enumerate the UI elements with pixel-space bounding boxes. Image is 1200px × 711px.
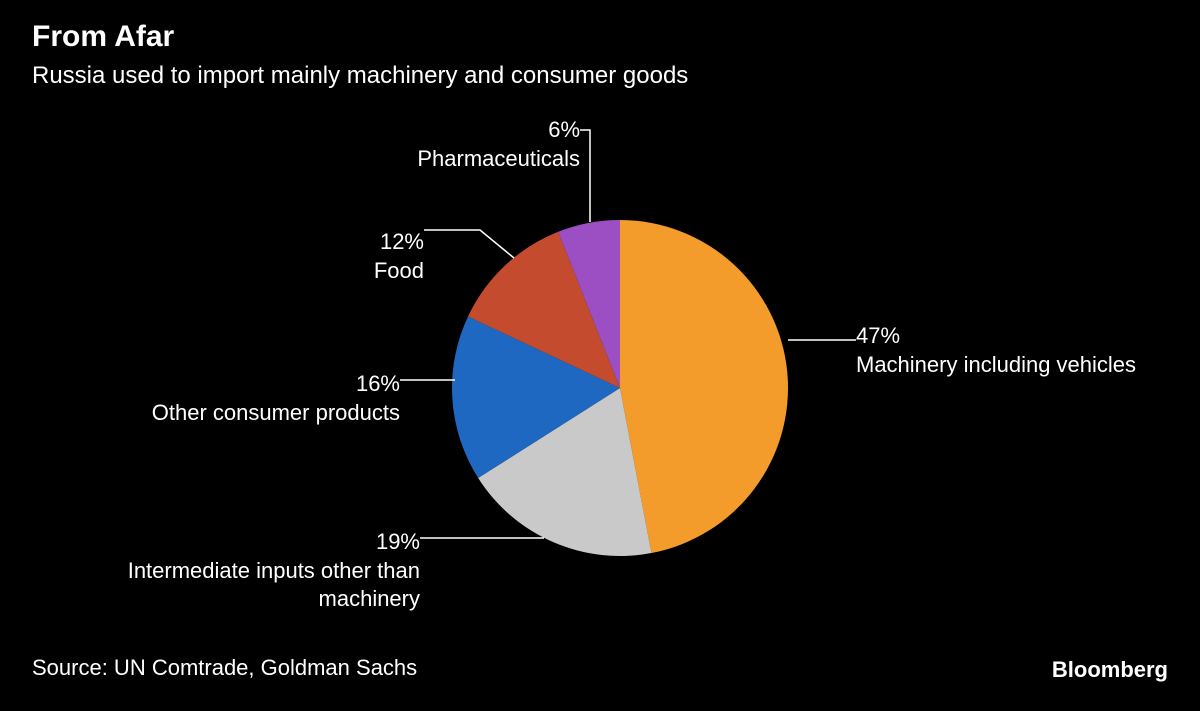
slice-name: Other consumer products <box>152 399 400 428</box>
leader-line <box>424 230 514 258</box>
slice-percent: 19% <box>60 528 420 557</box>
slice-label: 12%Food <box>374 228 424 285</box>
slice-percent: 6% <box>417 116 580 145</box>
slice-label: 16%Other consumer products <box>152 370 400 427</box>
slice-name: Food <box>374 257 424 286</box>
slice-label: 47%Machinery including vehicles <box>856 322 1136 379</box>
slice-percent: 16% <box>152 370 400 399</box>
brand-logo: Bloomberg <box>1052 657 1168 683</box>
slice-label: 6%Pharmaceuticals <box>417 116 580 173</box>
leader-line <box>580 130 590 222</box>
pie-slice <box>620 220 788 553</box>
slice-name: Machinery including vehicles <box>856 351 1136 380</box>
slice-name: Intermediate inputs other than machinery <box>60 557 420 614</box>
pie-chart: 47%Machinery including vehicles 19%Interm… <box>0 0 1200 711</box>
slice-label: 19%Intermediate inputs other than machin… <box>60 528 420 614</box>
slice-percent: 47% <box>856 322 1136 351</box>
source-line: Source: UN Comtrade, Goldman Sachs <box>32 655 417 681</box>
slice-percent: 12% <box>374 228 424 257</box>
slice-name: Pharmaceuticals <box>417 145 580 174</box>
